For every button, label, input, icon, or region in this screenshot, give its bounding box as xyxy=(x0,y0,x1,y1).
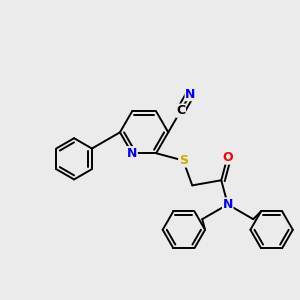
Text: C: C xyxy=(176,104,185,117)
Text: O: O xyxy=(222,151,233,164)
Text: S: S xyxy=(179,154,188,167)
Text: N: N xyxy=(127,147,137,160)
Text: N: N xyxy=(185,88,196,100)
Text: N: N xyxy=(223,198,233,211)
